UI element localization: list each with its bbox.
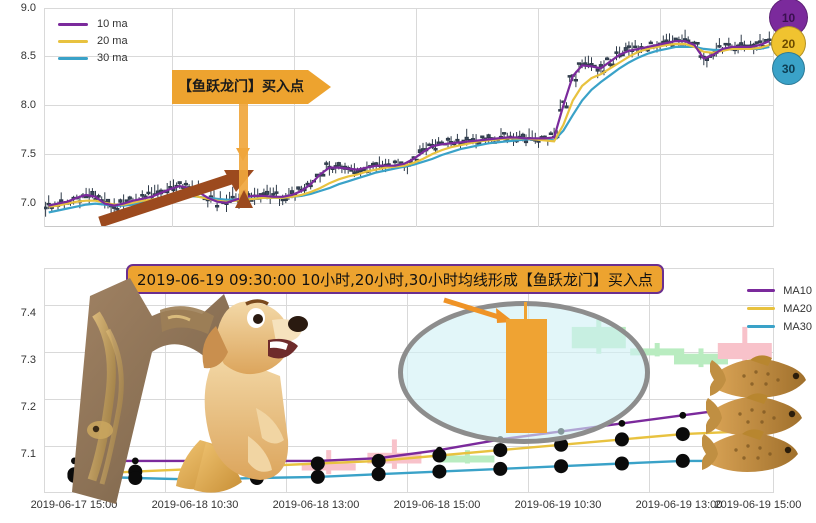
legend-item-ma30: 30 ma <box>58 50 128 66</box>
badge-ma30[interactable]: 30 <box>772 52 805 85</box>
signal-candle-wick <box>524 302 527 320</box>
bottom-ytick-7.1: 7.1 <box>0 448 36 460</box>
ribbon-arrow-head-icon <box>308 70 331 104</box>
trend-arrow-icon <box>96 166 256 226</box>
legend-item-MA30: MA30 <box>747 318 812 335</box>
legend-label-ma10: 10 ma <box>97 18 128 30</box>
top-chart-panel: 10 ma 20 ma 30 ma 9.0 8.5 8.0 7.5 7.0 <box>0 0 816 248</box>
top-ytick-7.0: 7.0 <box>0 197 36 209</box>
legend-label-MA30: MA30 <box>783 321 812 333</box>
legend-label-MA20: MA20 <box>783 303 812 315</box>
legend-item-ma10: 10 ma <box>58 16 128 32</box>
badge-ma20-label: 20 <box>782 37 795 51</box>
top-ytick-7.5: 7.5 <box>0 148 36 160</box>
top-ytick-8.5: 8.5 <box>0 50 36 62</box>
legend-item-ma20: 20 ma <box>58 33 128 49</box>
legend-item-MA10: MA10 <box>747 282 812 299</box>
bottom-chart-legend: MA10 MA20 MA30 <box>747 282 812 336</box>
legend-label-ma30: 30 ma <box>97 52 128 64</box>
ribbon-label: 【鱼跃龙门】买入点 <box>178 70 304 104</box>
buy-point-up-arrow-icon <box>234 188 254 210</box>
legend-label-MA10: MA10 <box>783 285 812 297</box>
top-ytick-9.0: 9.0 <box>0 2 36 14</box>
legend-swatch-ma20 <box>58 40 88 43</box>
legend-item-MA20: MA20 <box>747 300 812 317</box>
bottom-ytick-7.3: 7.3 <box>0 354 36 366</box>
bottom-ytick-7.2: 7.2 <box>0 401 36 413</box>
bottom-chart-panel: 7.4 7.3 7.2 7.1 2019-06-17 15:00 2019-06… <box>0 248 816 523</box>
legend-swatch-MA20 <box>747 307 775 310</box>
top-ytick-8.0: 8.0 <box>0 99 36 111</box>
top-chart-legend: 10 ma 20 ma 30 ma <box>54 14 132 69</box>
legend-swatch-ma30 <box>58 57 88 60</box>
signal-candle-body <box>506 319 547 433</box>
dog-character-image <box>164 290 312 502</box>
carp-fish-image-3 <box>702 424 802 480</box>
legend-swatch-MA10 <box>747 289 775 292</box>
legend-swatch-MA30 <box>747 325 775 328</box>
badge-ma30-label: 30 <box>782 62 795 76</box>
screenshot-root: 10 ma 20 ma 30 ma 9.0 8.5 8.0 7.5 7.0 <box>0 0 816 523</box>
badge-ma10-label: 10 <box>782 11 795 25</box>
buy-point-arrow-icon <box>236 148 250 161</box>
legend-swatch-ma10 <box>58 23 88 26</box>
bottom-ytick-7.4: 7.4 <box>0 307 36 319</box>
legend-label-ma20: 20 ma <box>97 35 128 47</box>
bottom-xtick-7: 2019-06-19 15:00 <box>700 499 816 511</box>
